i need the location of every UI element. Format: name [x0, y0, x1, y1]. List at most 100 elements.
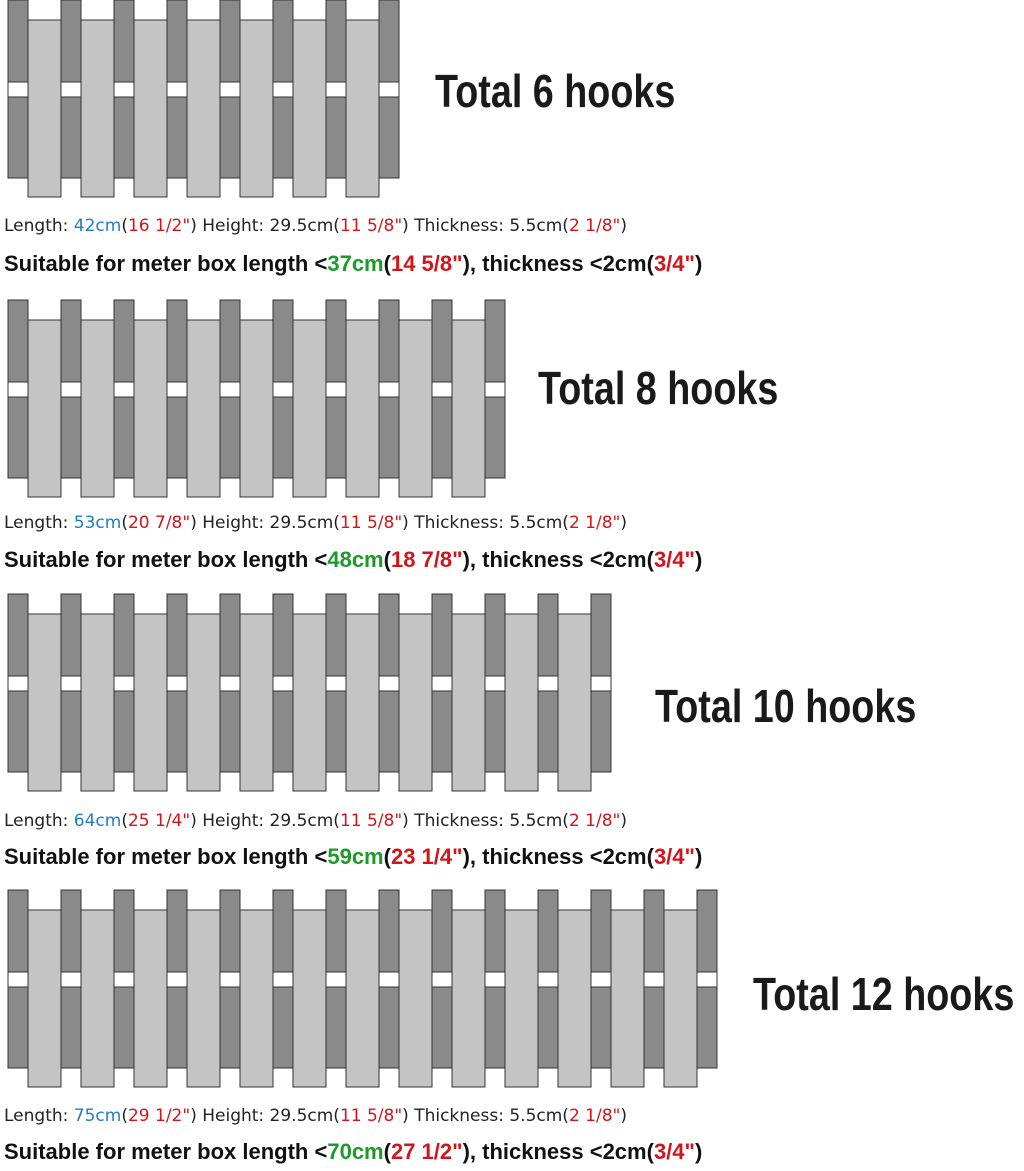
size-text: 53cm: [73, 513, 122, 533]
hook-slot: [113, 381, 135, 398]
light-slat: [398, 613, 433, 792]
hook-slot: [60, 381, 82, 398]
size-text: 20 7/8": [127, 513, 191, 533]
light-slat: [239, 613, 274, 792]
light-slat: [133, 909, 168, 1088]
light-slat: [292, 319, 327, 498]
section-title: Total 8 hooks: [538, 362, 779, 414]
size-text: 16 1/2": [127, 216, 191, 236]
light-slat: [345, 19, 380, 198]
hook-slot: [484, 381, 506, 398]
size-text: ) Thickness: 5.5cm(: [402, 811, 569, 831]
section-title: Total 6 hooks: [435, 65, 676, 117]
size-text: ) Height: 29.5cm(: [190, 1106, 340, 1126]
size-text: (: [121, 1106, 128, 1126]
fit-text: (: [383, 844, 391, 869]
size-text: 11 5/8": [339, 1106, 403, 1126]
hook-slot: [431, 971, 453, 988]
fit-text: 18 7/8": [390, 547, 463, 572]
light-slat: [133, 319, 168, 498]
hook-slot: [537, 971, 559, 988]
light-slat: [80, 319, 115, 498]
size-text: 2 1/8": [568, 216, 621, 236]
hook-slot: [60, 971, 82, 988]
light-slat: [239, 19, 274, 198]
light-slat: [186, 613, 221, 792]
size-text: Length:: [4, 811, 74, 831]
fit-text: (: [383, 251, 391, 276]
fit-text: (: [383, 1139, 391, 1164]
fit-text: (: [383, 547, 391, 572]
fit-text: 3/4": [653, 1139, 695, 1164]
fit-text: 27 1/2": [390, 1139, 463, 1164]
fit-text: 3/4": [653, 547, 695, 572]
hook-slot: [219, 675, 241, 692]
hook-slot: [219, 381, 241, 398]
size-text: 75cm: [73, 1106, 122, 1126]
light-slat: [451, 613, 486, 792]
hook-slot: [590, 971, 612, 988]
fit-text: ): [694, 844, 703, 869]
section-title: Total 10 hooks: [655, 680, 917, 732]
size-text: 11 5/8": [339, 811, 403, 831]
hook-slot: [7, 971, 29, 988]
size-text: ) Height: 29.5cm(: [190, 811, 340, 831]
hook-slot: [60, 675, 82, 692]
fit-text: 70cm: [327, 1139, 384, 1164]
size-text: 42cm: [73, 216, 122, 236]
hook-slot: [378, 381, 400, 398]
hook-slot: [325, 81, 347, 98]
light-slat: [27, 909, 62, 1088]
light-slat: [80, 909, 115, 1088]
light-slat: [133, 613, 168, 792]
light-slat: [292, 909, 327, 1088]
size-line: Length: 75cm(29 1/2") Height: 29.5cm(11 …: [4, 1108, 627, 1125]
size-text: ): [620, 1106, 627, 1126]
light-slat: [504, 613, 539, 792]
light-slat: [451, 319, 486, 498]
light-slat: [292, 613, 327, 792]
fit-line: Suitable for meter box length <48cm(18 7…: [4, 549, 702, 571]
light-slat: [345, 613, 380, 792]
fit-line: Suitable for meter box length <59cm(23 1…: [4, 846, 702, 868]
size-text: ) Height: 29.5cm(: [190, 513, 340, 533]
size-text: Length:: [4, 216, 74, 236]
size-text: 25 1/4": [127, 811, 191, 831]
fit-text: Suitable for meter box length <: [4, 844, 328, 869]
light-slat: [663, 909, 698, 1088]
size-text: 11 5/8": [339, 216, 403, 236]
size-text: Length:: [4, 513, 74, 533]
hook-slot: [219, 971, 241, 988]
hook-slot: [325, 675, 347, 692]
size-text: 11 5/8": [339, 513, 403, 533]
size-text: 64cm: [73, 811, 122, 831]
fit-text: 48cm: [327, 547, 384, 572]
size-text: ) Thickness: 5.5cm(: [402, 513, 569, 533]
fit-line: Suitable for meter box length <37cm(14 5…: [4, 253, 702, 275]
light-slat: [186, 909, 221, 1088]
size-text: ) Height: 29.5cm(: [190, 216, 340, 236]
size-text: 29 1/2": [127, 1106, 191, 1126]
hook-slot: [272, 971, 294, 988]
fit-text: 3/4": [653, 251, 695, 276]
fit-text: ): [694, 1139, 703, 1164]
hook-slot: [431, 675, 453, 692]
fit-text: 37cm: [327, 251, 384, 276]
fit-text: ), thickness <2cm(: [462, 1139, 654, 1164]
size-text: 2 1/8": [568, 1106, 621, 1126]
hook-slot: [60, 81, 82, 98]
fit-text: Suitable for meter box length <: [4, 1139, 328, 1164]
light-slat: [27, 319, 62, 498]
hook-slot: [272, 675, 294, 692]
fit-text: 23 1/4": [390, 844, 463, 869]
light-slat: [186, 319, 221, 498]
fit-text: ), thickness <2cm(: [462, 251, 654, 276]
hook-slot: [484, 971, 506, 988]
hook-slot: [166, 971, 188, 988]
size-text: 2 1/8": [568, 811, 621, 831]
size-line: Length: 42cm(16 1/2") Height: 29.5cm(11 …: [4, 218, 627, 235]
hook-slot: [431, 381, 453, 398]
hook-slot: [643, 971, 665, 988]
